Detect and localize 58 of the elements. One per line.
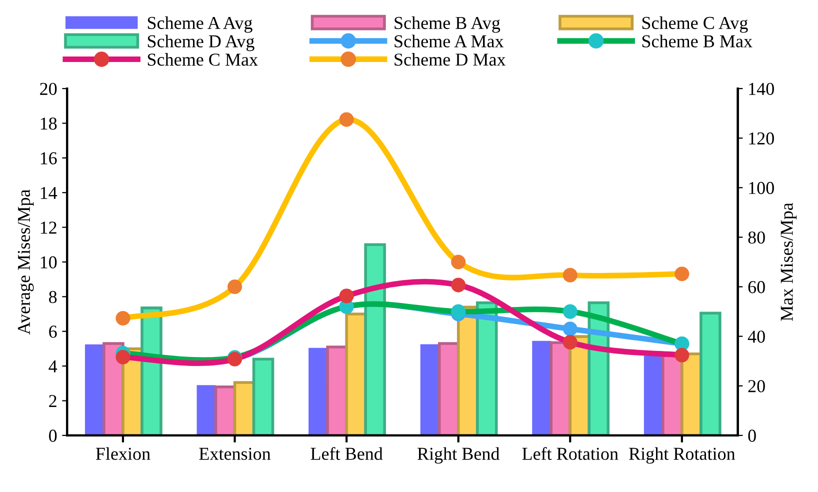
point — [339, 112, 354, 127]
point — [562, 322, 578, 336]
x-tick-label: Right Rotation — [629, 447, 736, 464]
legend-label: Scheme C Max — [148, 53, 258, 66]
y2-tick-label: 60 — [748, 281, 765, 294]
x-tick-label: Left Rotation — [522, 447, 618, 460]
point — [339, 288, 354, 304]
point — [116, 310, 130, 326]
legend-label: Scheme A Avg — [148, 16, 252, 33]
y-tick-label: 18 — [40, 118, 57, 130]
legend-label: Scheme C Avg — [642, 16, 748, 33]
bar — [196, 385, 216, 436]
point — [562, 304, 578, 319]
bar — [700, 312, 722, 436]
bar — [532, 340, 552, 436]
y-axis-title: Average Mises/Mpa — [18, 189, 34, 335]
y-tick-label: 12 — [40, 222, 56, 234]
y2-tick-label: 80 — [748, 231, 765, 244]
legend-label: Scheme D Avg — [148, 34, 254, 52]
y-tick-label: 0 — [49, 430, 57, 442]
bar — [644, 356, 663, 436]
point — [451, 278, 466, 292]
point — [562, 334, 578, 350]
bar — [476, 301, 498, 436]
bar — [308, 348, 328, 436]
point — [674, 266, 690, 282]
legend-label: Scheme A Max — [394, 34, 504, 48]
point — [116, 350, 130, 364]
x-tick-label: Extension — [199, 448, 271, 460]
y2-tick-label: 140 — [749, 82, 774, 95]
x-tick-label: Left Bend — [310, 447, 383, 460]
y2-axis-title: Max Mises/Mpa — [780, 202, 797, 321]
y-tick-label: 10 — [40, 256, 57, 268]
y-tick-label: 2 — [49, 395, 56, 407]
point — [227, 279, 242, 294]
x-tick-label: Right Bend — [417, 447, 500, 464]
legend-label: Scheme B Avg — [394, 16, 500, 33]
bar — [420, 344, 440, 436]
x-tick-label: Flexion — [96, 447, 150, 460]
bar — [84, 344, 104, 436]
y2-tick-label: 40 — [748, 330, 765, 343]
point — [674, 348, 690, 362]
y-tick-label: 16 — [40, 152, 57, 164]
y-tick-label: 20 — [40, 82, 57, 95]
y-tick-label: 8 — [49, 290, 57, 304]
y-tick-label: 14 — [40, 186, 58, 199]
y2-tick-label: 20 — [748, 380, 765, 392]
point — [562, 268, 578, 282]
legend-label: Scheme D Max — [394, 52, 506, 66]
y-tick-label: 4 — [48, 360, 58, 372]
point — [451, 254, 466, 270]
y2-tick-label: 0 — [748, 430, 756, 442]
legend-label: Scheme B Max — [642, 34, 752, 48]
bar — [364, 243, 386, 436]
y2-tick-label: 120 — [749, 132, 774, 145]
y2-tick-label: 100 — [749, 182, 774, 194]
y-tick-label: 6 — [49, 326, 57, 338]
bar — [252, 358, 274, 436]
